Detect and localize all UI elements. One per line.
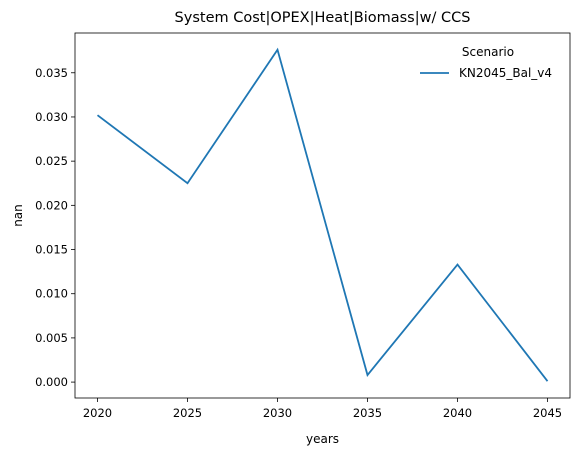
series-group <box>96 47 549 382</box>
y-tick-label: 0.035 <box>35 66 68 80</box>
y-tick-label: 0.010 <box>35 287 68 301</box>
y-tick-label: 0.015 <box>35 243 68 257</box>
legend: Scenario KN2045_Bal_v4 <box>420 45 552 80</box>
x-tick-label: 2045 <box>533 406 562 420</box>
series-line <box>96 47 549 382</box>
legend-series-label: KN2045_Bal_v4 <box>459 66 552 80</box>
y-tick-label: 0.005 <box>35 331 68 345</box>
x-tick-label: 2040 <box>443 406 472 420</box>
x-axis-label: years <box>306 432 339 446</box>
legend-title: Scenario <box>462 45 514 59</box>
x-ticks: 2020 2025 2030 2035 2040 2045 <box>83 398 562 420</box>
y-tick-label: 0.025 <box>35 154 68 168</box>
y-axis-label: nan <box>11 204 25 227</box>
x-tick-label: 2035 <box>353 406 382 420</box>
y-tick-label: 0.020 <box>35 198 68 212</box>
x-tick-label: 2025 <box>173 406 202 420</box>
y-ticks: 0.000 0.005 0.010 0.015 0.020 0.025 0.030 0.035 <box>35 66 75 389</box>
x-tick-label: 2030 <box>263 406 292 420</box>
y-tick-label: 0.030 <box>35 110 68 124</box>
chart-title: System Cost|OPEX|Heat|Biomass|w/ CCS <box>175 10 471 26</box>
y-tick-label: 0.000 <box>35 375 68 389</box>
plot-area-frame <box>74 32 571 399</box>
x-tick-label: 2020 <box>83 406 112 420</box>
